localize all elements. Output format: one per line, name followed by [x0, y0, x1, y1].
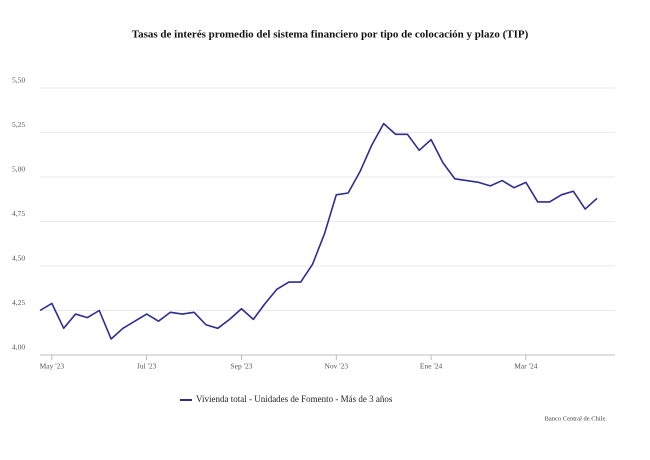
x-tick-label: Nov '23: [324, 362, 348, 371]
y-tick-label: 5,25: [12, 120, 25, 129]
chart-title: Tasas de interés promedio del sistema fi…: [132, 29, 529, 41]
line-series: [39, 122, 598, 340]
y-tick-label: 4,75: [12, 209, 25, 218]
x-tick-label: Mar '24: [514, 362, 537, 371]
legend-label: Vivienda total - Unidades de Fomento - M…: [196, 394, 393, 404]
x-tick-label: Jul '23: [137, 362, 157, 371]
y-tick-label: 5,50: [12, 76, 25, 85]
y-tick-label: 4,00: [12, 343, 25, 352]
y-tick-label: 4,25: [12, 298, 25, 307]
x-tick-label: Sep '23: [230, 362, 252, 371]
x-tick-label: May '23: [40, 362, 65, 371]
y-tick-label: 5,00: [12, 165, 25, 174]
x-tick-label: Ene '24: [420, 362, 443, 371]
y-tick-label: 4,50: [12, 254, 25, 263]
source: Banco Central de Chile.: [545, 415, 608, 422]
